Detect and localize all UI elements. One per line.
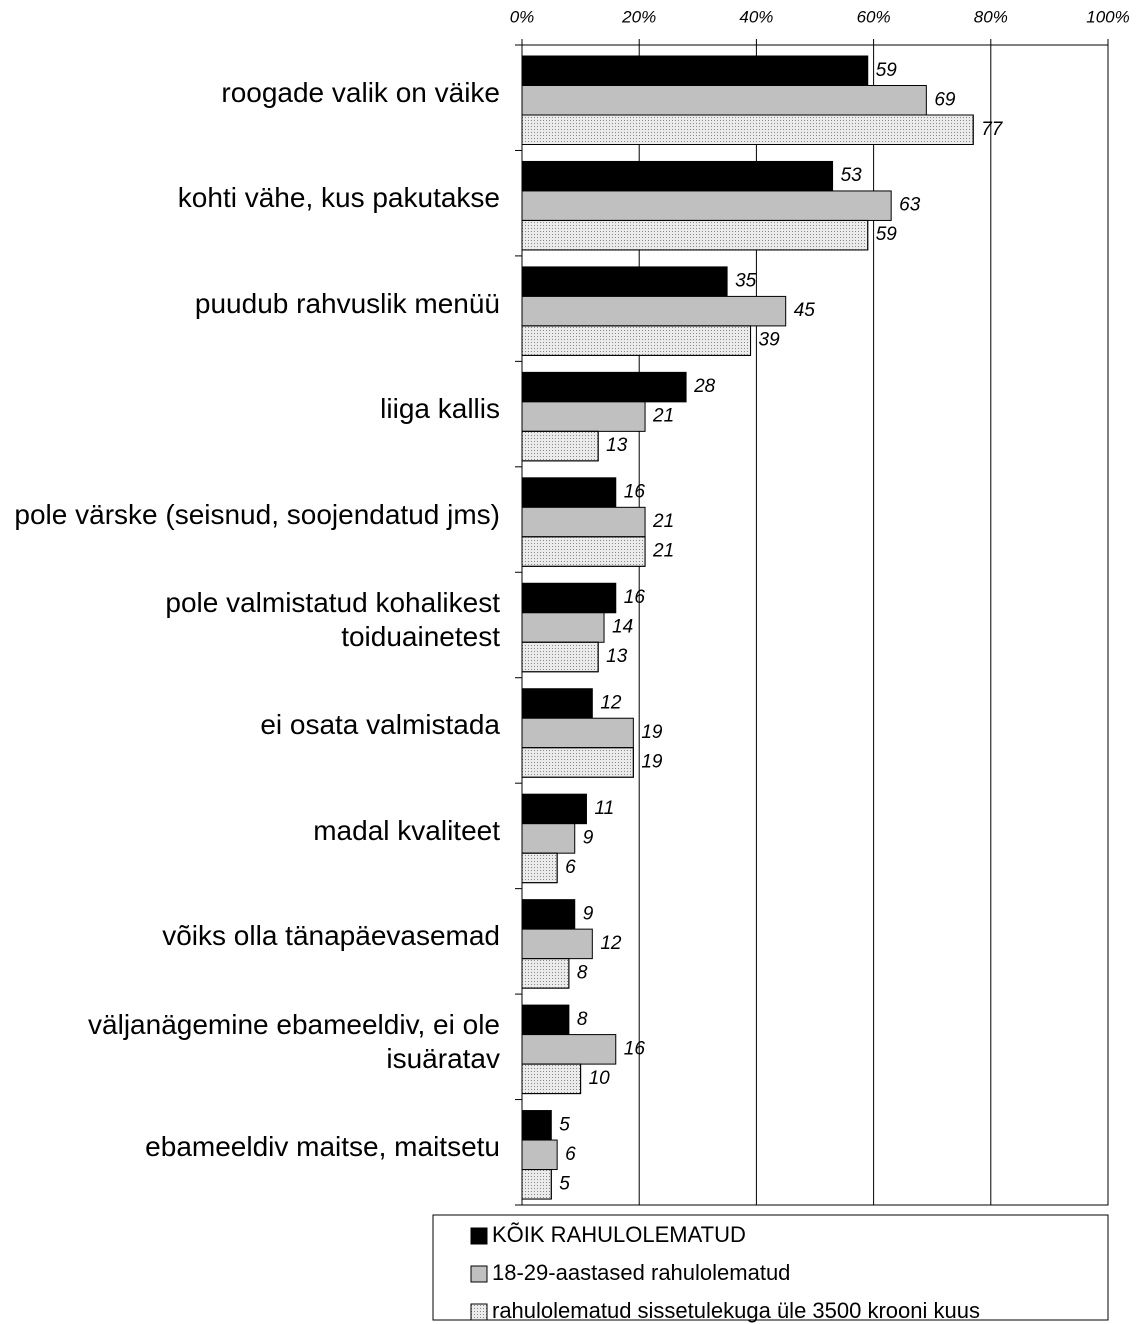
category-label: puudub rahvuslik menüü [194, 287, 500, 319]
data-label: 45 [794, 300, 816, 321]
data-label: 9 [583, 827, 594, 848]
data-label: 39 [759, 330, 781, 351]
category-label: ei osata valmistada [260, 709, 500, 741]
bar [521, 371, 687, 403]
data-label: 21 [652, 541, 674, 562]
bar [521, 612, 605, 643]
data-label: 13 [606, 646, 628, 667]
data-label: 16 [624, 1038, 646, 1059]
bar [521, 55, 869, 86]
data-label: 6 [565, 1144, 576, 1165]
category-label: madal kvaliteet [313, 814, 500, 846]
bar-pattern [521, 958, 570, 989]
x-tick-label: 20% [621, 7, 656, 26]
category-label: liiga kallis [380, 393, 500, 425]
category-label: pole värske (seisnud, soojendatud jms) [14, 498, 500, 530]
bar [521, 1034, 617, 1065]
bar [521, 401, 646, 432]
data-label: 12 [600, 692, 622, 713]
data-label: 12 [600, 933, 622, 954]
data-label: 8 [577, 962, 588, 983]
legend-swatch-pattern [470, 1303, 488, 1321]
bar [521, 717, 634, 749]
bar [521, 793, 587, 825]
category-label: pole valmistatud kohalikest toiduainetes… [165, 587, 500, 652]
bar [521, 477, 617, 508]
bar-pattern [521, 1063, 582, 1095]
bar [521, 85, 927, 116]
data-label: 5 [559, 1173, 570, 1194]
x-tick-label: 80% [974, 7, 1008, 26]
bar-pattern [521, 641, 599, 673]
bar [521, 295, 787, 327]
x-tick-label: 0% [510, 7, 535, 26]
data-label: 59 [876, 224, 898, 245]
bar [521, 506, 646, 538]
data-label: 63 [899, 195, 921, 216]
legend-label: 18-29-aastased rahulolematud [492, 1260, 790, 1285]
data-label: 16 [624, 587, 646, 608]
legend-label: rahulolematud sissetulekuga üle 3500 kro… [492, 1298, 980, 1323]
data-label: 10 [589, 1068, 611, 1089]
bar [521, 266, 728, 297]
bar-pattern [521, 219, 869, 251]
legend-swatch [470, 1265, 488, 1283]
category-label: väljanägemine ebameeldiv, ei ole isuärat… [88, 1008, 500, 1074]
legend-swatch [470, 1227, 488, 1245]
data-label: 5 [559, 1114, 570, 1135]
bar-pattern [521, 430, 599, 462]
bar [521, 823, 576, 854]
bar [521, 899, 576, 930]
data-label: 13 [606, 435, 628, 456]
category-label: kohti vähe, kus pakutakse [177, 182, 500, 214]
data-label: 53 [841, 165, 863, 186]
category-label: võiks olla tänapäevasemad [162, 920, 500, 952]
bar-pattern [521, 1169, 552, 1200]
data-label: 28 [693, 376, 716, 397]
data-label: 16 [624, 482, 646, 503]
bar [521, 1139, 558, 1171]
data-label: 19 [641, 751, 663, 772]
bar-pattern [521, 114, 974, 145]
data-label: 19 [641, 722, 663, 743]
data-label: 8 [577, 1009, 588, 1030]
bar [521, 688, 593, 719]
x-tick-label: 60% [857, 7, 891, 26]
category-label: roogade valik on väike [221, 76, 500, 108]
data-label: 59 [876, 60, 898, 81]
bar-pattern [521, 747, 634, 778]
bar-pattern [521, 325, 752, 356]
data-label: 77 [981, 119, 1004, 140]
legend-label: KÕIK RAHULOLEMATUD [492, 1222, 746, 1247]
data-label: 35 [735, 271, 757, 292]
bar [521, 160, 834, 192]
x-tick-label: 100% [1086, 7, 1129, 26]
x-tick-label: 40% [739, 7, 773, 26]
bar [521, 582, 617, 614]
data-label: 6 [565, 857, 576, 878]
bar [521, 190, 892, 221]
category-label: ebameeldiv maitse, maitsetu [145, 1131, 500, 1163]
data-label: 9 [583, 903, 594, 924]
legend-box [432, 1214, 1109, 1321]
data-label: 14 [612, 617, 633, 638]
bar-pattern [521, 852, 558, 884]
bar [521, 928, 593, 960]
bar [521, 1004, 570, 1036]
data-label: 11 [594, 798, 614, 819]
data-label: 21 [652, 406, 674, 427]
bar [521, 1110, 552, 1141]
bar-pattern [521, 536, 646, 567]
data-label: 21 [652, 511, 674, 532]
data-label: 69 [934, 89, 956, 110]
